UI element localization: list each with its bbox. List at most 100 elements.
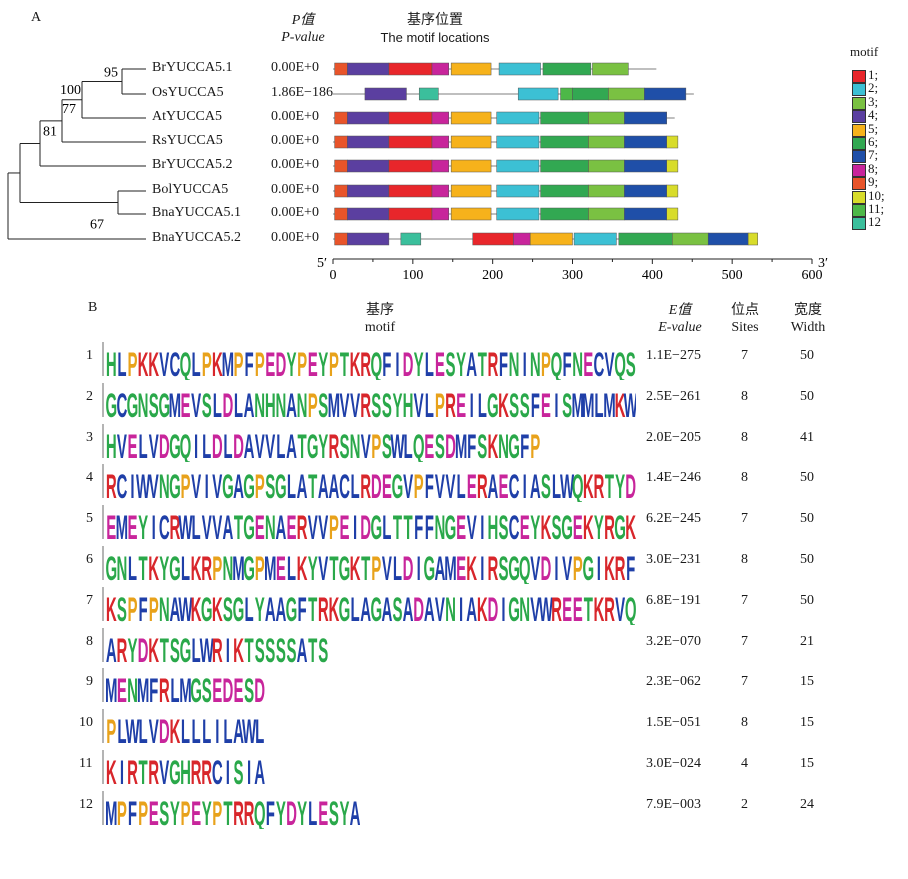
logo-residue: N	[222, 549, 233, 584]
logo-residue: R	[127, 753, 138, 788]
logo-residue: T	[308, 630, 317, 665]
logo-residue: V	[403, 467, 413, 502]
logo-residue: V	[159, 345, 169, 380]
logo-residue: I	[226, 753, 230, 788]
logo-residue: D	[222, 671, 233, 706]
motif-block-6	[572, 87, 609, 101]
logo-residue: M	[105, 794, 117, 829]
width-header: 宽度 Width	[778, 302, 838, 336]
logo-residue: W	[136, 467, 151, 502]
x-tick-label: 400	[642, 268, 663, 283]
motif-sites: 7	[741, 348, 748, 363]
logo-residue: W	[624, 386, 636, 421]
motif-sites: 7	[741, 674, 748, 690]
logo-residue: M	[455, 426, 467, 461]
motif-evalue: 3.0E−024	[646, 756, 701, 771]
motif-evalue: 6.8E−191	[646, 592, 701, 608]
motif-sites: 8	[741, 429, 748, 445]
logo-residue: T	[478, 345, 487, 380]
motif-sites: 4	[741, 756, 748, 771]
motif-block-7	[624, 111, 667, 125]
logo-residue: S	[159, 794, 169, 829]
bootstrap-value: 67	[90, 218, 104, 233]
logo-residue: R	[191, 753, 202, 788]
logo-residue: A	[222, 508, 233, 543]
motif-sites: 8	[741, 470, 748, 486]
motif-id: 10	[79, 715, 93, 731]
motif-header-en: motif	[364, 320, 396, 335]
logo-residue: T	[393, 508, 402, 543]
logo-residue: L	[192, 508, 201, 543]
logo-residue: G	[222, 467, 234, 502]
logo-residue: I	[152, 508, 156, 543]
legend-swatch-10	[852, 190, 866, 204]
logo-residue: N	[530, 345, 541, 380]
logo-residue: T	[329, 549, 338, 584]
logo-residue: V	[562, 549, 572, 584]
logo-residue: V	[467, 508, 477, 543]
logo-residue: K	[593, 590, 604, 625]
logo-residue: E	[212, 671, 222, 706]
logo-residue: K	[487, 426, 498, 461]
logo-residue: A	[244, 386, 255, 421]
logo-residue: F	[149, 671, 158, 706]
logo-residue: M	[105, 671, 117, 706]
logo-residue: G	[243, 549, 255, 584]
logo-residue: P	[127, 345, 137, 380]
logo-residue: Y	[339, 794, 349, 829]
logo-residue: A	[297, 630, 308, 665]
motif-sites: 2	[741, 796, 748, 812]
motif-logo-svg: E M E Y I C RWL V V A T G E N A E R V V P E I D G L T T F F N G E V I H S C E…	[102, 505, 636, 543]
logo-residue: Y	[202, 794, 212, 829]
logo-residue: L	[287, 549, 296, 584]
logo-residue: Q	[370, 345, 382, 380]
logo-residue: G	[169, 426, 181, 461]
legend-label-7: 7;	[868, 147, 879, 163]
logo-residue: Y	[127, 630, 137, 665]
motif-block-9	[334, 184, 348, 198]
logo-residue: A	[233, 712, 244, 747]
logo-residue: L	[202, 712, 211, 747]
logo-residue: G	[561, 508, 573, 543]
logo-residue: F	[425, 467, 434, 502]
bootstrap-value: 95	[104, 66, 118, 81]
logo-residue: S	[541, 467, 551, 502]
logo-residue: A	[381, 590, 392, 625]
logo-residue: L	[223, 426, 232, 461]
logo-residue: A	[286, 386, 297, 421]
motif-block-5	[450, 62, 492, 76]
bootstrap-value: 100	[60, 83, 81, 98]
motif-width: 15	[800, 674, 814, 690]
logo-residue: E	[456, 549, 466, 584]
logo-residue: M	[264, 549, 276, 584]
logo-residue: L	[213, 386, 222, 421]
motif-block-9	[334, 159, 348, 173]
logo-residue: R	[615, 549, 626, 584]
bootstrap-value: 77	[62, 102, 76, 117]
logo-residue: P	[329, 508, 339, 543]
motif-id: 9	[86, 674, 93, 690]
logo-residue: I	[226, 630, 230, 665]
logo-residue: Y	[615, 467, 625, 502]
logo-residue: I	[395, 345, 399, 380]
x-tick-label: 100	[402, 268, 423, 283]
motif-block-5	[529, 232, 573, 246]
motif-block-4	[347, 62, 390, 76]
logo-residue: L	[287, 467, 296, 502]
logo-residue: K	[466, 549, 477, 584]
logo-residue: M	[444, 549, 456, 584]
motif-header-cn: 基序	[366, 303, 394, 318]
motif-block-4	[347, 207, 390, 221]
logo-residue: I	[247, 753, 251, 788]
motif-evalue: 1.4E−246	[646, 470, 701, 486]
logo-residue: Y	[255, 590, 265, 625]
logo-residue: K	[212, 590, 223, 625]
motif-block-1	[388, 135, 433, 149]
motif-block-10	[666, 135, 679, 149]
logo-residue: I	[215, 712, 219, 747]
logo-residue: G	[180, 630, 192, 665]
